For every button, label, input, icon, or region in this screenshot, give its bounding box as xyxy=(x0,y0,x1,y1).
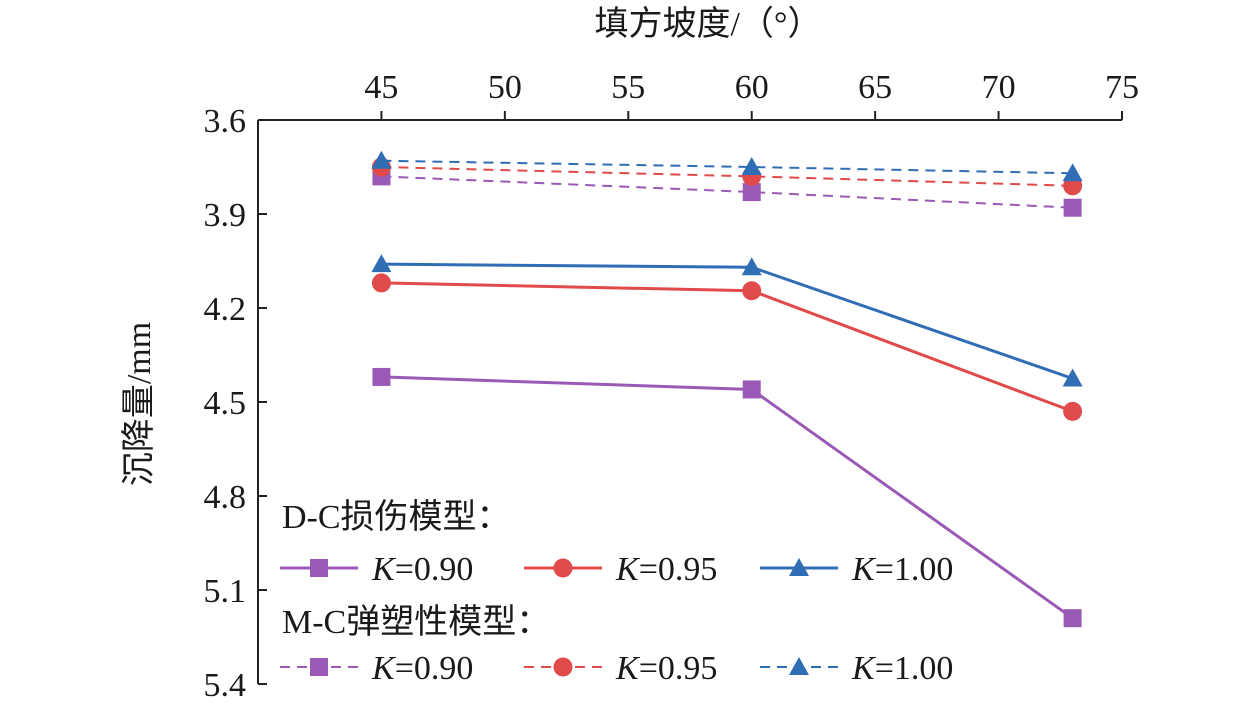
data-point xyxy=(1062,163,1083,182)
data-point xyxy=(742,281,762,301)
legend-marker xyxy=(789,558,809,576)
legend-heading: M-C弹塑性模型： xyxy=(282,603,550,641)
legend-marker xyxy=(553,657,573,677)
legend-item: K=1.00 xyxy=(760,650,953,687)
legend-label: K=0.90 xyxy=(371,551,473,588)
series-2 xyxy=(371,254,1083,387)
legend-item: K=1.00 xyxy=(760,551,953,588)
legend-marker xyxy=(310,658,328,676)
legend-k-var: K xyxy=(851,551,877,588)
legend-label: K=0.90 xyxy=(371,650,473,687)
legend-marker xyxy=(310,559,328,577)
legend-item: K=0.95 xyxy=(524,551,717,588)
data-point xyxy=(371,150,392,169)
x-axis-title: 填方坡度/（°） xyxy=(594,5,821,43)
legend-label: K=0.95 xyxy=(615,551,717,588)
y-tick-label: 3.6 xyxy=(204,103,247,140)
legend-k-value: =1.00 xyxy=(875,551,954,588)
y-tick-label: 5.4 xyxy=(204,667,247,704)
legend-heading: D-C损伤模型： xyxy=(282,498,511,536)
series-line xyxy=(381,166,1073,187)
series-line xyxy=(381,281,1074,413)
legend-label: K=1.00 xyxy=(851,650,953,687)
legend-k-value: =1.00 xyxy=(875,650,954,687)
data-point xyxy=(1063,401,1083,421)
data-point xyxy=(741,257,762,276)
data-point xyxy=(1063,198,1082,217)
x-tick-label: 55 xyxy=(611,69,645,106)
y-tick-label: 3.9 xyxy=(204,197,247,234)
series-line xyxy=(381,175,1073,209)
data-point xyxy=(741,157,762,175)
series-1 xyxy=(371,273,1083,421)
legend-k-var: K xyxy=(615,650,641,687)
x-tick-label: 60 xyxy=(735,69,769,106)
y-tick-label: 4.8 xyxy=(204,479,247,516)
axes: 45 50 55 60 65 70 75 3.6 3.9 4.2 4.5 4.8 5.1 5.4 xyxy=(204,69,1140,704)
legend: D-C损伤模型：K=0.90 K=0.95 K=1.00M-C弹塑性模型：K=0.9… xyxy=(280,498,953,687)
data-point xyxy=(1063,609,1082,628)
series-line xyxy=(381,262,1074,380)
data-point xyxy=(742,183,761,202)
legend-k-var: K xyxy=(851,650,877,687)
data-point xyxy=(371,273,391,293)
series-line xyxy=(381,159,1073,175)
legend-k-value: =0.90 xyxy=(395,551,474,588)
legend-k-var: K xyxy=(615,551,641,588)
series-layer xyxy=(371,150,1083,628)
legend-k-value: =0.95 xyxy=(639,551,718,588)
legend-marker xyxy=(789,657,809,675)
series-0 xyxy=(372,367,1082,628)
legend-k-var: K xyxy=(371,650,397,687)
data-point xyxy=(371,254,392,273)
legend-k-value: =0.90 xyxy=(395,650,474,687)
legend-k-value: =0.95 xyxy=(639,650,718,687)
legend-label: K=1.00 xyxy=(851,551,953,588)
x-tick-label: 65 xyxy=(858,69,892,106)
y-tick-label: 4.2 xyxy=(204,291,247,328)
series-line xyxy=(381,375,1074,620)
y-axis-title: 沉降量/mm xyxy=(120,322,158,486)
legend-item: K=0.90 xyxy=(280,551,473,588)
series-5 xyxy=(371,150,1083,182)
legend-marker xyxy=(553,558,573,578)
data-point xyxy=(372,367,391,386)
legend-item: K=0.95 xyxy=(524,650,717,687)
y-tick-label: 4.5 xyxy=(204,385,247,422)
x-tick-label: 70 xyxy=(982,69,1016,106)
x-tick-label: 75 xyxy=(1105,69,1139,106)
y-tick-label: 5.1 xyxy=(204,573,247,610)
data-point xyxy=(742,380,761,399)
x-tick-label: 50 xyxy=(488,69,522,106)
legend-label: K=0.95 xyxy=(615,650,717,687)
legend-k-var: K xyxy=(371,551,397,588)
series-4 xyxy=(371,157,1083,196)
data-point xyxy=(1062,368,1083,387)
x-tick-label: 45 xyxy=(364,69,398,106)
legend-item: K=0.90 xyxy=(280,650,473,687)
